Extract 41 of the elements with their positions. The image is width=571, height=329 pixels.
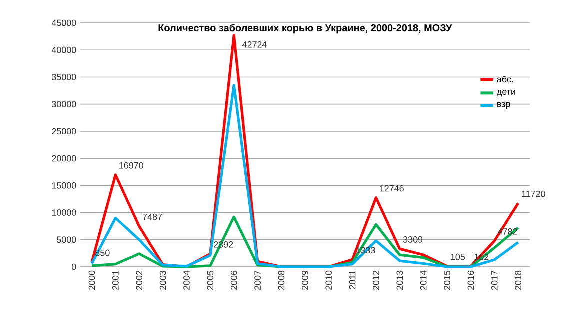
x-tick-label: 2010 <box>326 270 332 290</box>
y-tick-label: 15000 <box>52 182 76 189</box>
x-tick-label: 2014 <box>420 270 427 290</box>
x-tick-label: 2012 <box>373 270 380 290</box>
x-tick-label: 2016 <box>468 270 474 290</box>
x-tick-label: 2008 <box>278 270 285 290</box>
y-tick-label: 20000 <box>52 155 76 162</box>
x-tick-label: 2009 <box>302 270 308 290</box>
chart-title: Количество заболевших корью в Украине, 2000-2018, МОЗУ <box>158 24 452 34</box>
y-tick-label: 10000 <box>52 210 76 216</box>
data-label: 11720 <box>522 190 546 198</box>
y-tick-label: 35000 <box>52 74 76 80</box>
y-tick-label: 40000 <box>52 46 76 54</box>
x-tick-label: 2017 <box>491 270 498 290</box>
x-tick-label: 2007 <box>254 270 261 290</box>
data-label: 7487 <box>143 214 162 220</box>
y-tick-label: 0 <box>72 264 76 270</box>
y-tick-label: 45000 <box>52 20 76 26</box>
data-label: 105 <box>451 254 466 260</box>
legend-label: взр <box>498 102 510 110</box>
data-label: 102 <box>474 254 489 260</box>
legend-label: дети <box>497 90 516 97</box>
legend-label: абс. <box>497 76 514 83</box>
x-tick-label: 2000 <box>88 270 96 290</box>
y-tick-label: 25000 <box>52 128 76 135</box>
data-label: 3309 <box>403 236 423 243</box>
x-tick-label: 2018 <box>515 270 522 290</box>
data-label: 42724 <box>242 42 267 48</box>
x-tick-label: 2002 <box>136 270 143 290</box>
x-tick-label: 2006 <box>230 270 238 290</box>
x-tick-label: 2013 <box>396 270 404 290</box>
x-tick-label: 2005 <box>207 270 214 290</box>
x-tick-label: 2003 <box>160 270 166 290</box>
x-tick-label: 2001 <box>112 270 119 290</box>
y-tick-label: 30000 <box>52 101 76 108</box>
x-tick-label: 2011 <box>349 270 356 290</box>
data-label: 16970 <box>120 162 144 169</box>
x-tick-label: 2004 <box>184 270 190 290</box>
x-tick-label: 2015 <box>444 270 450 290</box>
y-tick-label: 5000 <box>57 236 76 244</box>
data-label: 12746 <box>380 185 404 192</box>
